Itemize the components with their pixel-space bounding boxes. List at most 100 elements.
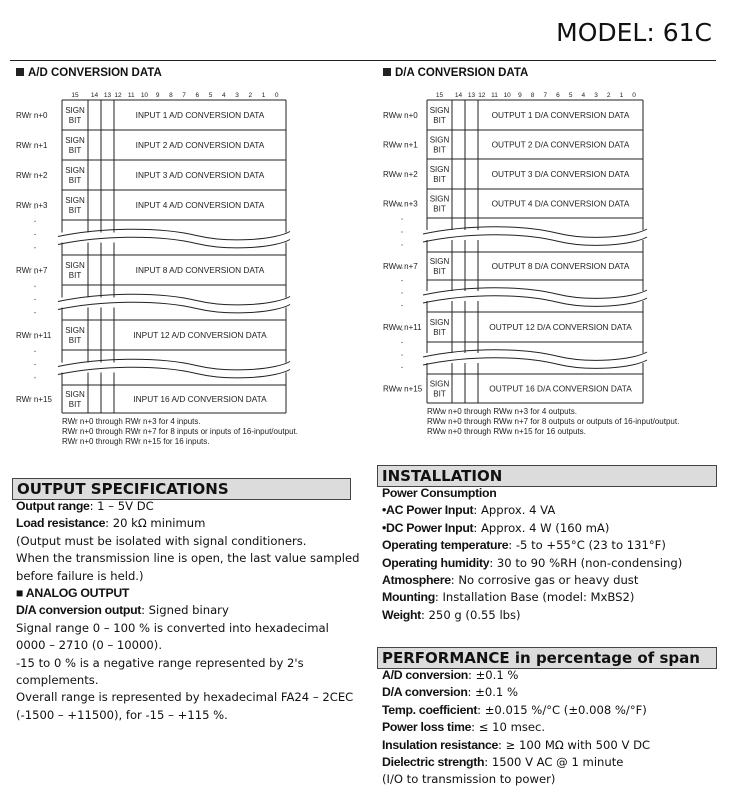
register-label: RWw n+1 [383, 141, 418, 150]
sign-bit-label: SIGN [65, 326, 85, 335]
continuation-dot [401, 354, 403, 356]
sign-bit-label: SIGN [65, 261, 85, 270]
break-gap [423, 230, 647, 240]
spec-key: Power Consumption [382, 486, 497, 500]
register-note: RWr n+0 through RWr n+7 for 8 inputs or … [62, 427, 298, 436]
register-label: RWr n+1 [16, 141, 48, 150]
conversion-data-label: OUTPUT 12 D/A CONVERSION DATA [489, 322, 632, 332]
output-specs-body: Output range: 1 – 5V DC Load resistance : … [16, 498, 359, 724]
spec-key: Atmosphere [382, 573, 451, 588]
sign-bit-label: BIT [69, 271, 82, 280]
break-wave-line [57, 236, 291, 249]
conversion-data-label: INPUT 12 A/D CONVERSION DATA [133, 330, 267, 340]
bit-number: 15 [71, 92, 79, 99]
spec-line: Weight: 250 g (0.55 lbs) [382, 607, 682, 624]
spec-value: 0000 – 2710 (0 – 10000). [16, 638, 163, 653]
bit-number: 8 [169, 92, 173, 99]
continuation-dot [34, 220, 36, 222]
register-note: RWr n+0 through RWr n+15 for 16 inputs. [62, 437, 210, 446]
spec-key: Load resistance [16, 516, 106, 531]
spec-line: •DC Power Input: Approx. 4 W (160 mA) [382, 520, 682, 537]
sign-bit-label: SIGN [430, 318, 450, 327]
sign-bit-label: SIGN [430, 165, 450, 174]
spec-key: •DC Power Input [382, 520, 474, 535]
conversion-data-label: INPUT 8 A/D CONVERSION DATA [136, 265, 265, 275]
sign-bit-label: BIT [433, 390, 446, 399]
spec-line: D/A conversion: ±0.1 % [382, 684, 650, 701]
spec-line: Operating humidity: 30 to 90 %RH (non-co… [382, 555, 682, 572]
bit-number: 4 [582, 92, 586, 99]
ad-title: A/D CONVERSION DATA [28, 67, 162, 79]
spec-value: (-1500 – +11500), for -15 – +115 %. [16, 707, 228, 722]
performance-heading: PERFORMANCE in percentage of span [377, 647, 717, 669]
register-label: RWr n+2 [16, 171, 48, 180]
spec-value: : 1 – 5V DC [89, 499, 154, 513]
spec-key: ■ ANALOG OUTPUT [16, 586, 130, 601]
bit-number: 9 [518, 92, 522, 99]
bit-number: 5 [569, 92, 573, 99]
bit-number: 6 [556, 92, 560, 99]
continuation-dot [34, 298, 36, 301]
spec-value: : Approx. 4 W (160 mA) [473, 520, 610, 535]
spec-key: Insulation resistance [382, 737, 499, 752]
conversion-data-label: OUTPUT 2 D/A CONVERSION DATA [492, 140, 630, 150]
ad-section-heading: A/D CONVERSION DATA [16, 67, 162, 79]
break-wave-line [422, 349, 648, 361]
register-label: RWw n+2 [383, 170, 418, 179]
spec-line: When the transmission line is open, the … [16, 550, 359, 567]
sign-bit-label: BIT [433, 205, 446, 214]
spec-line: Output range: 1 – 5V DC [16, 498, 359, 515]
spec-line: Atmosphere: No corrosive gas or heavy du… [382, 572, 682, 589]
bit-number: 13 [468, 92, 476, 99]
sign-bit-label: BIT [69, 400, 82, 409]
square-bullet-icon [16, 68, 24, 76]
spec-value: : ±0.015 %/°C (±0.008 %/°F) [477, 702, 647, 717]
conversion-data-label: INPUT 2 A/D CONVERSION DATA [136, 140, 265, 150]
break-wave-line [57, 228, 291, 241]
bit-number: 7 [182, 92, 186, 99]
spec-value: : 1500 V AC @ 1 minute [484, 755, 624, 770]
register-note: RWr n+0 through RWr n+3 for 4 inputs. [62, 417, 201, 426]
sign-bit-label: SIGN [65, 106, 85, 115]
continuation-dot [34, 312, 36, 314]
bit-number: 0 [632, 92, 636, 99]
spec-key: Weight [382, 607, 421, 622]
sign-bit-label: SIGN [430, 380, 450, 389]
bit-number: 11 [491, 92, 498, 99]
bit-number: 8 [531, 92, 535, 99]
conversion-data-label: INPUT 1 A/D CONVERSION DATA [136, 110, 265, 120]
conversion-data-label: INPUT 4 A/D CONVERSION DATA [136, 200, 265, 210]
performance-body: A/D conversion: ±0.1 % D/A conversion: ±0… [382, 667, 650, 789]
bit-number: 12 [114, 92, 122, 99]
continuation-dot [34, 350, 36, 352]
spec-line: complements. [16, 672, 359, 689]
spec-value: : Approx. 4 VA [473, 503, 556, 518]
continuation-dot [34, 272, 36, 274]
sign-bit-label: SIGN [430, 257, 450, 266]
register-label: RWw n+15 [383, 385, 423, 394]
sign-bit-label: SIGN [65, 166, 85, 175]
spec-value: : -5 to +55°C (23 to 131°F) [508, 538, 666, 553]
spec-line: Insulation resistance: ≥ 100 MΩ with 500… [382, 737, 650, 754]
register-label: RWr n+0 [16, 111, 48, 120]
break-wave-line [57, 293, 291, 306]
break-wave-line [57, 358, 291, 371]
spec-value: Overall range is represented by hexadeci… [16, 690, 354, 705]
continuation-dot [401, 366, 403, 369]
break-gap [58, 297, 290, 308]
sign-bit-label: SIGN [65, 390, 85, 399]
spec-key: Operating humidity [382, 555, 490, 570]
conversion-data-label: OUTPUT 1 D/A CONVERSION DATA [492, 110, 630, 120]
break-wave-line [422, 234, 648, 246]
bit-number: 10 [141, 92, 149, 99]
sign-bit-label: SIGN [430, 195, 450, 204]
spec-key: D/A conversion output [16, 603, 142, 618]
spec-key: Temp. coefficient [382, 702, 478, 717]
conversion-data-label: INPUT 3 A/D CONVERSION DATA [136, 170, 265, 180]
break-wave-line [57, 366, 291, 379]
spec-key: •AC Power Input [382, 503, 474, 518]
spec-key: Power loss time [382, 720, 472, 735]
spec-line: Power loss time: ≤ 10 msec. [382, 719, 650, 736]
sign-bit-label: BIT [69, 146, 82, 155]
sign-bit-label: SIGN [430, 106, 450, 115]
